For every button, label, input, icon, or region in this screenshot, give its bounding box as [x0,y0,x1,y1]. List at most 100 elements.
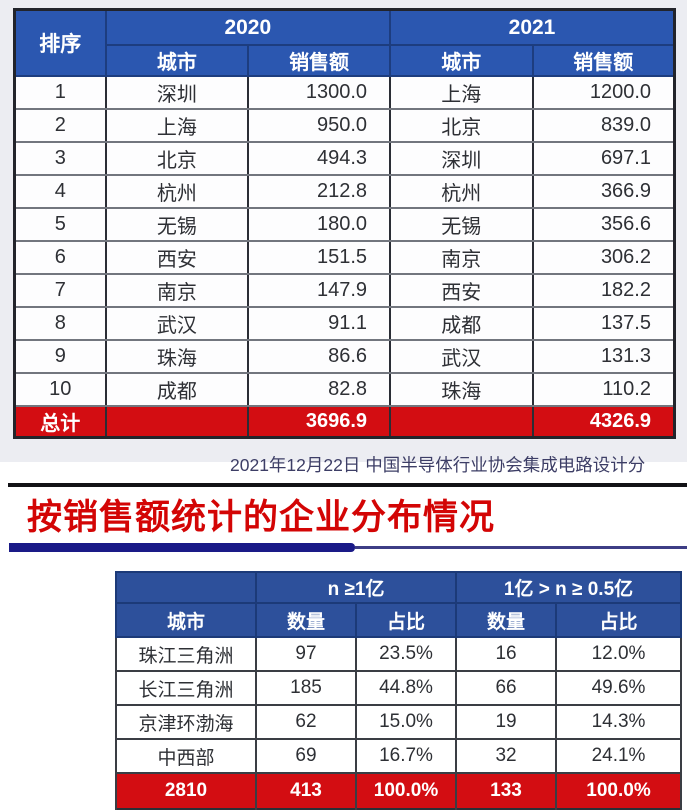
sales-cell: 839.0 [531,108,676,143]
city-cell: 西安 [389,273,534,308]
table-row: 京津环渤海 62 15.0% 19 14.3% [115,704,683,740]
sales-cell: 494.3 [247,141,392,176]
city-header: 城市 [115,602,257,638]
city-cell: 珠海 [389,372,534,407]
section-divider-rule [8,483,687,487]
sales-cell: 697.1 [531,141,676,176]
city-cell: 珠海 [104,339,250,374]
share-cell: 23.5% [354,636,458,672]
total-sales-2020: 3696.9 [247,406,392,438]
share-cell: 12.0% [555,636,683,672]
table-row: 9 珠海 86.6 武汉 131.3 [13,339,676,374]
table-row: 珠江三角洲 97 23.5% 16 12.0% [115,636,683,672]
sales-cell: 151.5 [247,240,392,275]
city-cell: 成都 [389,306,534,341]
sales-cell: 82.8 [247,372,392,407]
count-cell: 97 [255,636,357,672]
rank-cell: 2 [13,108,107,143]
region-cell: 京津环渤海 [115,704,257,740]
city-cell: 北京 [104,141,250,176]
rank-cell: 3 [13,141,107,176]
share-cell: 14.3% [555,704,683,740]
total-count-2: 133 [455,773,558,809]
rank-column-header: 排序 [13,8,107,77]
sales-cell: 86.6 [247,339,392,374]
table-row: 中西部 69 16.7% 32 24.1% [115,738,683,774]
sales-2021-header: 销售额 [531,44,676,77]
count-header: 数量 [455,602,558,638]
group1-header: n ≥1亿 [254,571,458,604]
sales-cell: 1300.0 [247,75,392,110]
section-title: 按销售额统计的企业分布情况 [27,498,496,537]
total-spacer [104,406,250,438]
rank-cell: 5 [13,207,107,242]
sales-cell: 131.3 [531,339,676,374]
share-cell: 15.0% [354,704,458,740]
city-cell: 武汉 [104,306,250,341]
count-cell: 62 [255,704,357,740]
count-cell: 19 [455,704,558,740]
count-cell: 66 [455,670,558,706]
city-cell: 成都 [104,372,250,407]
total-share-2: 100.0% [555,773,683,809]
blank-header-cell [115,571,257,604]
city-cell: 武汉 [389,339,534,374]
title-underline [9,543,687,553]
rank-cell: 4 [13,174,107,209]
sales-cell: 147.9 [247,273,392,308]
year-2021-header: 2021 [389,8,676,46]
rank-cell: 10 [13,372,107,407]
city-cell: 杭州 [389,174,534,209]
rank-cell: 7 [13,273,107,308]
sales-ranking-section: 排序 2020 2021 城市 销售额 城市 销售额 1 深圳 1300.0 上… [0,0,687,475]
year-2020-header: 2020 [104,8,392,46]
region-cell: 中西部 [115,738,257,774]
count-header: 数量 [255,602,357,638]
city-cell: 上海 [389,75,534,110]
rank-cell: 9 [13,339,107,374]
table-row: 10 成都 82.8 珠海 110.2 [13,372,676,407]
total-spacer [389,406,534,438]
city-cell: 深圳 [389,141,534,176]
rank-cell: 6 [13,240,107,275]
count-cell: 16 [455,636,558,672]
count-cell: 69 [255,738,357,774]
share-cell: 44.8% [354,670,458,706]
sales-cell: 212.8 [247,174,392,209]
rank-cell: 1 [13,75,107,110]
table-row: 7 南京 147.9 西安 182.2 [13,273,676,308]
sales-cell: 91.1 [247,306,392,341]
city-cell: 西安 [104,240,250,275]
total-label: 2810 [115,773,257,809]
table-row: 5 无锡 180.0 无锡 356.6 [13,207,676,242]
city-cell: 上海 [104,108,250,143]
group2-header: 1亿 > n ≥ 0.5亿 [455,571,683,604]
city-cell: 无锡 [104,207,250,242]
city-cell: 北京 [389,108,534,143]
region-cell: 珠江三角洲 [115,636,257,672]
sales-cell: 182.2 [531,273,676,308]
table-row: 3 北京 494.3 深圳 697.1 [13,141,676,176]
count-cell: 185 [255,670,357,706]
share-header: 占比 [555,602,683,638]
total-label: 总计 [13,406,107,438]
share-cell: 24.1% [555,738,683,774]
total-row: 总计 3696.9 4326.9 [13,406,676,438]
share-cell: 49.6% [555,670,683,706]
city-cell: 无锡 [389,207,534,242]
total-row: 2810 413 100.0% 133 100.0% [115,773,683,809]
city-sales-ranking-table: 排序 2020 2021 城市 销售额 城市 销售额 1 深圳 1300.0 上… [13,8,676,439]
sales-cell: 180.0 [247,207,392,242]
source-caption: 2021年12月22日 中国半导体行业协会集成电路设计分 [230,455,646,475]
underline-thin-bar [355,546,687,549]
city-2021-header: 城市 [389,44,534,77]
sales-cell: 1200.0 [531,75,676,110]
region-cell: 长江三角洲 [115,670,257,706]
table-row: 6 西安 151.5 南京 306.2 [13,240,676,275]
rank-cell: 8 [13,306,107,341]
sales-cell: 110.2 [531,372,676,407]
count-cell: 32 [455,738,558,774]
underline-thick-bar [9,543,355,552]
sales-cell: 137.5 [531,306,676,341]
table-row: 1 深圳 1300.0 上海 1200.0 [13,75,676,110]
